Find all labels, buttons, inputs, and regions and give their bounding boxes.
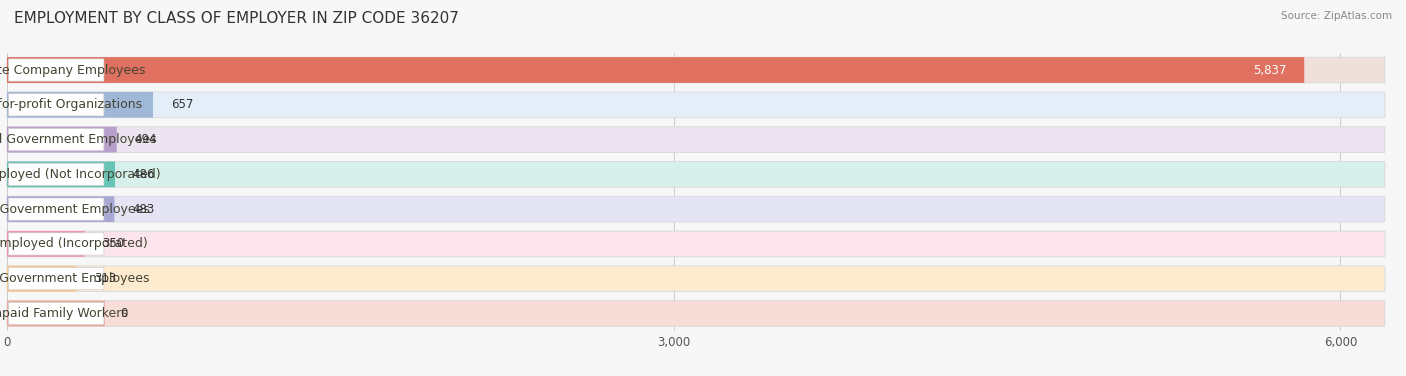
FancyBboxPatch shape [8,302,104,324]
FancyBboxPatch shape [7,231,84,257]
FancyBboxPatch shape [7,231,1385,257]
FancyBboxPatch shape [7,127,117,152]
Text: 494: 494 [135,133,157,146]
Text: 0: 0 [121,307,128,320]
Text: 5,837: 5,837 [1253,64,1286,77]
FancyBboxPatch shape [7,266,1385,291]
FancyBboxPatch shape [7,301,1385,326]
Text: Private Company Employees: Private Company Employees [0,64,146,77]
Text: 350: 350 [103,237,125,250]
Text: EMPLOYMENT BY CLASS OF EMPLOYER IN ZIP CODE 36207: EMPLOYMENT BY CLASS OF EMPLOYER IN ZIP C… [14,11,458,26]
Text: Source: ZipAtlas.com: Source: ZipAtlas.com [1281,11,1392,21]
FancyBboxPatch shape [7,162,1385,187]
Text: 486: 486 [132,168,155,181]
FancyBboxPatch shape [7,196,114,222]
Text: Not-for-profit Organizations: Not-for-profit Organizations [0,98,142,111]
Text: 313: 313 [94,272,117,285]
FancyBboxPatch shape [7,92,153,118]
Text: Unpaid Family Workers: Unpaid Family Workers [0,307,128,320]
FancyBboxPatch shape [7,57,1305,83]
FancyBboxPatch shape [7,266,76,291]
FancyBboxPatch shape [8,94,104,116]
FancyBboxPatch shape [7,196,1385,222]
Text: 657: 657 [170,98,193,111]
FancyBboxPatch shape [8,233,104,255]
Text: Self-Employed (Incorporated): Self-Employed (Incorporated) [0,237,148,250]
FancyBboxPatch shape [7,92,1385,118]
Text: Self-Employed (Not Incorporated): Self-Employed (Not Incorporated) [0,168,160,181]
FancyBboxPatch shape [8,163,104,185]
FancyBboxPatch shape [8,268,104,290]
FancyBboxPatch shape [7,162,115,187]
FancyBboxPatch shape [7,301,105,326]
Text: State Government Employees: State Government Employees [0,272,150,285]
FancyBboxPatch shape [7,127,1385,152]
FancyBboxPatch shape [7,57,1385,83]
Text: Federal Government Employees: Federal Government Employees [0,133,156,146]
Text: 483: 483 [132,203,155,216]
Text: Local Government Employees: Local Government Employees [0,203,149,216]
FancyBboxPatch shape [8,198,104,220]
FancyBboxPatch shape [8,129,104,151]
FancyBboxPatch shape [8,59,104,81]
